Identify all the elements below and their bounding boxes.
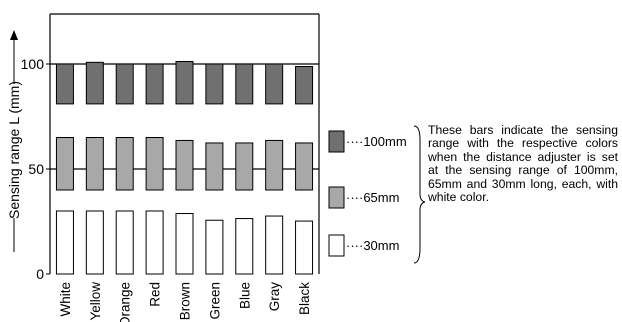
bar-30mm-red <box>145 210 164 275</box>
bar-30mm-black <box>295 220 314 275</box>
bar-100mm-gray <box>265 63 284 105</box>
chart-bars <box>55 60 314 275</box>
legend-label-30mm: ····30mm <box>346 238 399 253</box>
bar-30mm-blue <box>235 218 254 275</box>
x-tick-label: Blue <box>237 282 252 309</box>
bar-100mm-orange <box>115 63 134 105</box>
bar-30mm-white <box>55 210 74 275</box>
bar-30mm-gray <box>265 215 284 275</box>
x-tick-label: Black <box>297 282 312 315</box>
chart-description: These bars indicate the sensing range wi… <box>428 123 618 205</box>
x-tick-label: Red <box>148 282 163 307</box>
chart-legend: ····100mm ····65mm ····30mm <box>328 125 426 264</box>
bar-100mm-brown <box>175 60 194 105</box>
legend-brace <box>413 125 426 264</box>
bar-65mm-gray <box>265 139 284 191</box>
legend-swatch-30mm <box>328 234 345 257</box>
y-tick-label: 50 <box>28 161 44 177</box>
bar-30mm-yellow <box>85 210 104 275</box>
bar-100mm-blue <box>235 63 254 105</box>
legend-swatch-65mm <box>328 186 345 209</box>
bar-65mm-yellow <box>85 137 104 191</box>
y-axis-title: Sensing range L (mm) <box>6 81 22 219</box>
bar-65mm-black <box>295 142 314 191</box>
bar-30mm-green <box>205 219 224 275</box>
x-tick-label: Orange <box>118 282 133 322</box>
y-tick-label: 100 <box>21 56 45 72</box>
bar-100mm-yellow <box>85 61 104 105</box>
bar-65mm-white <box>55 137 74 191</box>
legend-label-100mm: ····100mm <box>346 134 407 149</box>
y-tick-label: 0 <box>36 266 44 282</box>
x-tick-label: White <box>58 282 73 317</box>
bar-65mm-green <box>205 142 224 191</box>
bar-100mm-red <box>145 63 164 105</box>
bar-65mm-blue <box>235 142 254 191</box>
legend-swatch-100mm <box>328 130 345 153</box>
y-axis-arrowhead <box>10 30 18 40</box>
bar-65mm-orange <box>115 137 134 191</box>
bar-100mm-black <box>295 66 314 105</box>
bar-100mm-white <box>55 63 74 105</box>
bar-30mm-brown <box>175 213 194 275</box>
x-tick-label: Gray <box>267 282 282 312</box>
legend-label-65mm: ····65mm <box>346 190 399 205</box>
x-tick-label: Brown <box>178 282 193 320</box>
chart-labels: 0 50 100 Sensing range L (mm) White Yellow Ora… <box>6 56 312 322</box>
bar-65mm-brown <box>175 139 194 191</box>
x-tick-label: Yellow <box>88 282 103 321</box>
bar-65mm-red <box>145 137 164 191</box>
bar-100mm-green <box>205 63 224 105</box>
bar-30mm-orange <box>115 210 134 275</box>
x-tick-label: Green <box>207 282 222 320</box>
